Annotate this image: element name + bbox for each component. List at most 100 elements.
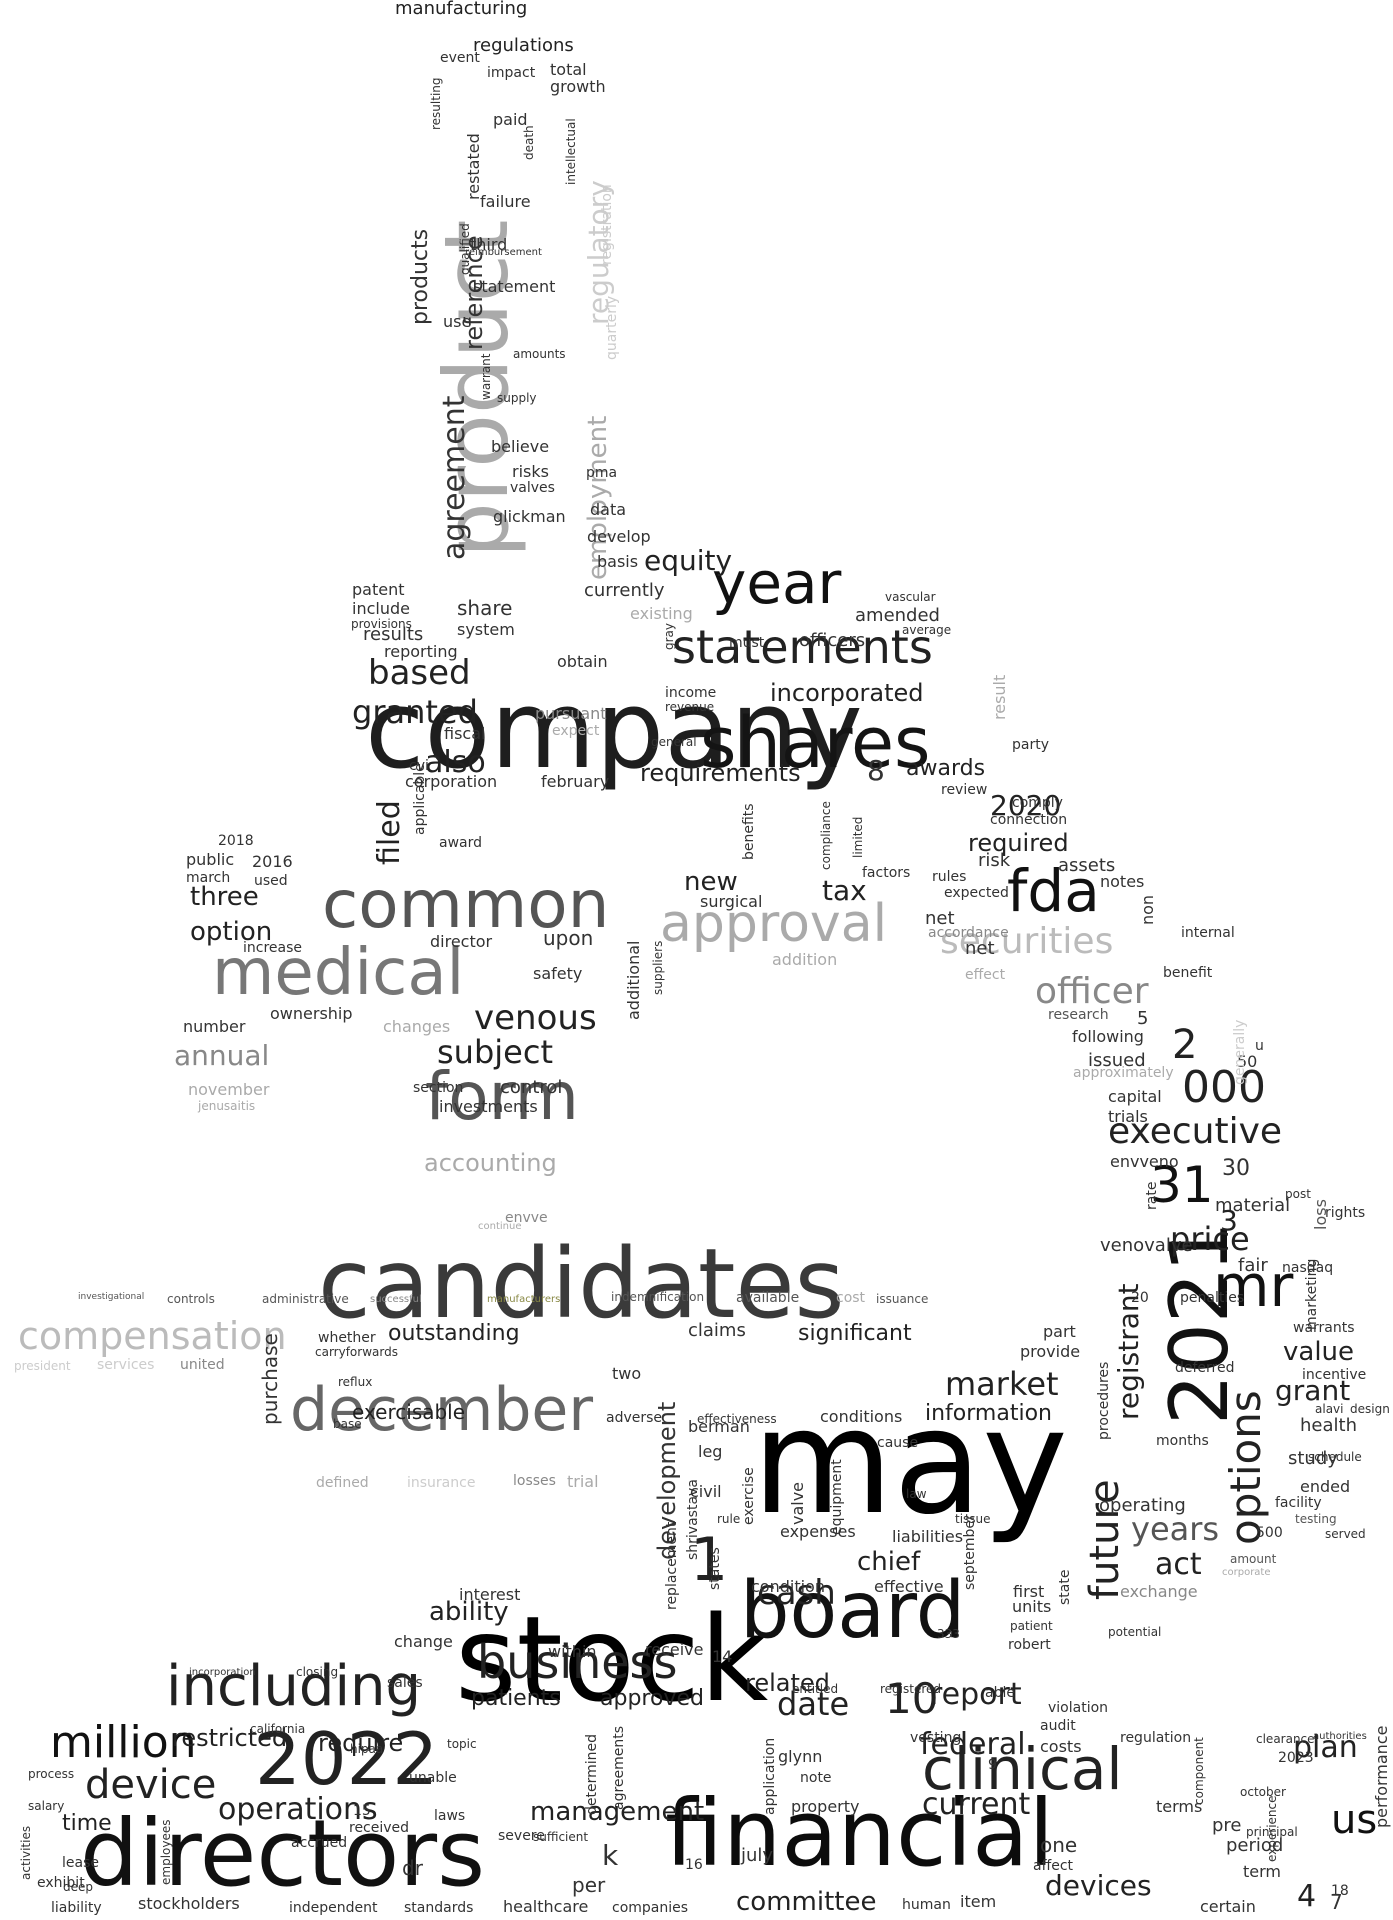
cloud-word: non [1138,894,1157,925]
cloud-word: officers [799,630,866,651]
cloud-word: patients [471,1686,561,1711]
cloud-word: interest [459,1585,521,1604]
cloud-word: 000 [1182,1062,1266,1113]
cloud-word: must [729,635,765,651]
cloud-word: effectiveness [697,1412,777,1426]
cloud-word: accordance [928,925,1009,941]
cloud-word: penalties [1180,1290,1245,1306]
cloud-word: comply [1012,795,1063,811]
cloud-word: clinical [922,1735,1123,1803]
cloud-word: changes [383,1017,451,1036]
cloud-word: facility [1275,1495,1322,1511]
cloud-word: devices [1045,1869,1152,1902]
cloud-word: 9 [988,1757,997,1773]
cloud-word: warrant [479,353,493,401]
cloud-word: compensation [18,1314,287,1358]
cloud-word: incorporated [770,679,924,707]
cloud-word: officer [1035,971,1149,1012]
cloud-word: tissue [955,1512,991,1526]
cloud-word: 3 [1220,1204,1238,1237]
cloud-word: benefits [741,803,757,860]
cloud-word: post [1285,1187,1311,1201]
cloud-word: process [28,1767,75,1781]
cloud-word: internal [1181,925,1235,941]
cloud-word: lease [62,1855,99,1871]
cloud-word: resulting [429,77,443,130]
cloud-word: procedures [1096,1361,1112,1440]
cloud-word: used [254,873,288,889]
cloud-word: affect [1033,1858,1074,1874]
cloud-word: total [550,60,587,79]
cloud-word: potential [1108,1625,1162,1639]
cloud-word: jenusaitis [198,1099,256,1113]
cloud-word: medical [212,936,465,1010]
cloud-word: registered [880,1682,942,1696]
cloud-word: restricted [172,1724,288,1752]
cloud-word: standards [404,1900,474,1916]
cloud-word: base [333,1417,362,1431]
cloud-word: valves [510,480,555,496]
cloud-word: stockholders [138,1894,240,1913]
cloud-word: year [712,549,842,617]
cloud-word: berman [688,1417,750,1436]
cloud-word: corporate [1222,1567,1271,1578]
cloud-word: claims [688,1320,746,1341]
cloud-word: 16 [685,1857,703,1873]
cloud-word: note [800,1770,832,1786]
cloud-word: united [180,1357,225,1373]
cloud-word: shrivastava [685,1479,701,1560]
cloud-word: item [960,1892,997,1911]
cloud-word: vascular [885,590,936,604]
cloud-word: deep [63,1880,93,1894]
cloud-word: director [430,932,493,951]
cloud-word: able [985,1685,1015,1701]
cloud-word: within [548,1642,597,1661]
cloud-word: 7 [1330,1890,1343,1914]
cloud-word: may [752,1378,1068,1547]
cloud-word: cost [836,1290,866,1306]
cloud-word: october [1240,1785,1286,1799]
cloud-word: committee [736,1887,877,1917]
cloud-word: laws [434,1808,466,1824]
cloud-word: securities [940,921,1114,962]
cloud-word: period [1226,1835,1284,1856]
cloud-word: 14 [712,1647,733,1666]
cloud-word: time [62,1811,112,1836]
cloud-word: accounting [424,1149,557,1177]
cloud-word: 10 [885,1674,939,1723]
cloud-word: report [930,1677,1022,1712]
cloud-word: 18 [1331,1883,1349,1899]
cloud-word: increase [243,940,303,956]
cloud-word: severe [498,1828,545,1844]
cloud-word: statements [672,620,933,674]
cloud-word: replacement [664,1521,680,1610]
cloud-word: data [590,500,627,519]
cloud-word: option [190,917,273,947]
cloud-word: income [665,685,717,701]
cloud-word: incentive [1302,1367,1367,1383]
cloud-word: surgical [700,892,763,911]
cloud-word: third [470,235,508,254]
cloud-word: net [925,908,955,929]
cloud-word: audit [1040,1718,1076,1734]
cloud-word: result [990,674,1009,720]
cloud-word: award [439,835,483,851]
cloud-word: california [250,1722,306,1736]
cloud-word: indemnification [611,1290,705,1304]
cloud-word: salary [28,1799,65,1813]
cloud-word: liabilities [892,1527,964,1546]
cloud-word: march [186,870,231,886]
cloud-word: agreements [611,1725,627,1810]
cloud-word: companies [612,1900,689,1916]
cloud-word: form [425,1058,579,1135]
cloud-word: fda [1007,857,1100,925]
cloud-word: general [651,735,697,749]
cloud-word: glynn [778,1747,823,1766]
cloud-word: existing [630,604,693,623]
cloud-word: available [736,1290,800,1306]
cloud-word: risk [978,850,1011,871]
cloud-word: basis [597,552,639,571]
cloud-word: currently [584,580,665,601]
cloud-word: investments [439,1097,538,1116]
cloud-word: price [1170,1220,1250,1258]
